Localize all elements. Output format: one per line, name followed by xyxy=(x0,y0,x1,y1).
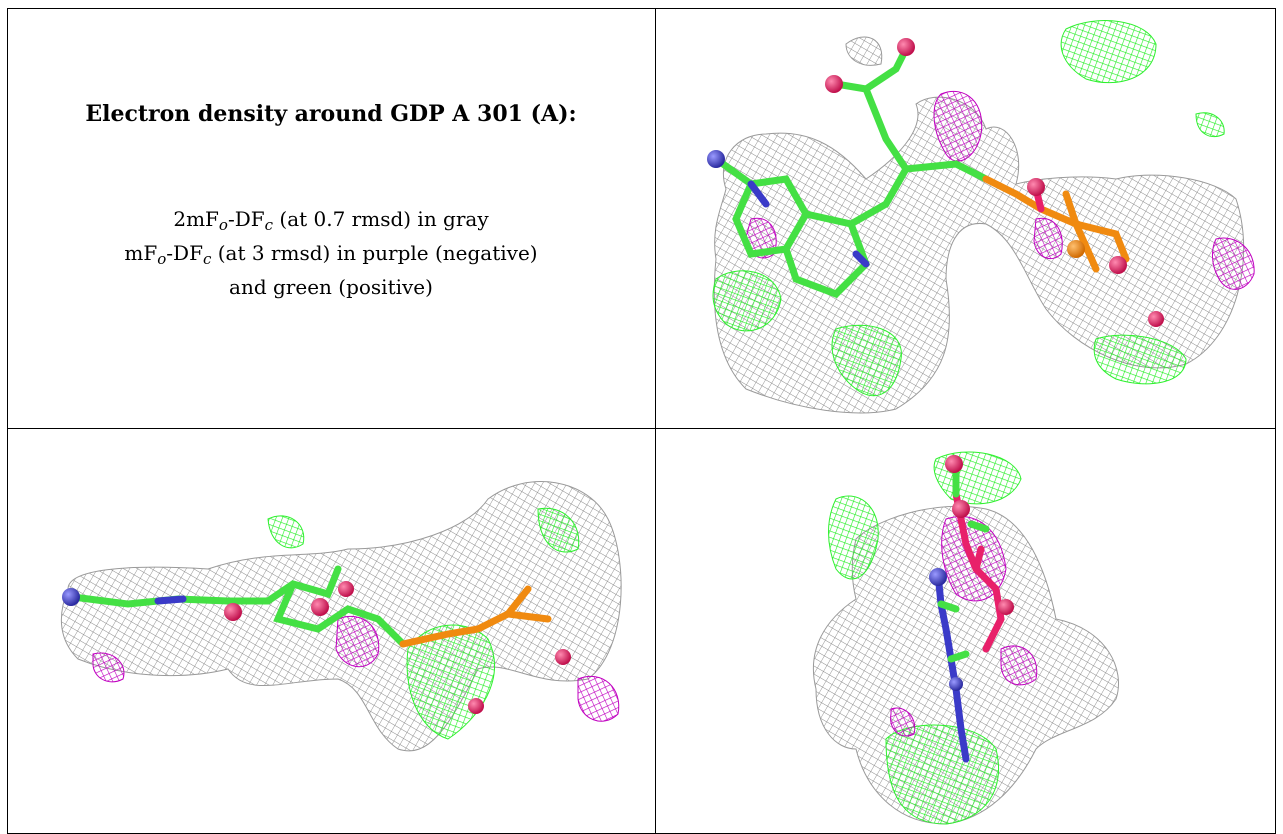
oxygen-atom xyxy=(311,598,329,616)
nitrogen-atom xyxy=(949,677,963,691)
mesh-positive xyxy=(828,495,879,580)
column-divider xyxy=(655,8,656,834)
mesh-negative xyxy=(933,90,983,162)
oxygen-atom xyxy=(1027,178,1045,196)
legend-line-2fofc: 2mFo-DFc (at 0.7 rmsd) in gray xyxy=(173,207,489,234)
mesh-positive xyxy=(831,324,902,397)
mesh-positive xyxy=(537,507,580,553)
mesh-positive xyxy=(885,724,1000,825)
oxygen-atom xyxy=(338,581,354,597)
nitrogen-atom xyxy=(62,588,80,606)
legend-line-fofc: mFo-DFc (at 3 rmsd) in purple (negative) xyxy=(124,241,538,268)
mesh-negative xyxy=(890,707,916,737)
phosphorus-atom xyxy=(1067,240,1085,258)
oxygen-atom xyxy=(952,500,970,518)
mesh-positive xyxy=(712,270,782,332)
ligand-sticks xyxy=(934,465,1005,763)
mesh-positive xyxy=(267,515,305,549)
mesh-negative xyxy=(92,652,125,683)
caption-title: Electron density around GDP A 301 (A): xyxy=(85,101,577,127)
mesh-2fofc-fragment xyxy=(845,36,883,66)
density-render xyxy=(812,451,1119,825)
oxygen-atom xyxy=(224,603,242,621)
oxygen-atom xyxy=(998,599,1014,615)
caption-legend: 2mFo-DFc (at 0.7 rmsd) in gray mFo-DFc (… xyxy=(8,205,654,301)
oxygen-atom xyxy=(825,75,843,93)
density-render xyxy=(60,481,622,752)
mesh-negative xyxy=(1212,237,1255,290)
oxygen-atom xyxy=(1109,256,1127,274)
oxygen-atom xyxy=(1148,311,1164,327)
mesh-negative xyxy=(1033,217,1063,259)
ligand-sticks xyxy=(712,45,1130,299)
nitrogen-atom xyxy=(929,568,947,586)
mesh-positive xyxy=(1195,112,1225,138)
oxygen-atom xyxy=(945,455,963,473)
density-view-bottom-left xyxy=(8,429,654,833)
oxygen-atom xyxy=(897,38,915,56)
nitrogen-atom xyxy=(707,150,725,168)
caption-cell: Electron density around GDP A 301 (A): 2… xyxy=(8,9,654,427)
mesh-negative xyxy=(335,616,380,668)
oxygen-atom xyxy=(555,649,571,665)
mesh-positive xyxy=(1060,20,1157,84)
oxygen-atom xyxy=(468,698,484,714)
density-view-bottom-right xyxy=(656,429,1275,833)
ligand-sticks xyxy=(69,565,552,648)
density-render xyxy=(707,20,1255,414)
mesh-negative xyxy=(577,676,620,722)
mesh-positive xyxy=(1093,334,1187,385)
row-divider xyxy=(7,428,1276,429)
mesh-negative xyxy=(1000,645,1038,686)
density-view-top-right xyxy=(656,9,1275,427)
legend-line-colors: and green (positive) xyxy=(229,275,433,299)
